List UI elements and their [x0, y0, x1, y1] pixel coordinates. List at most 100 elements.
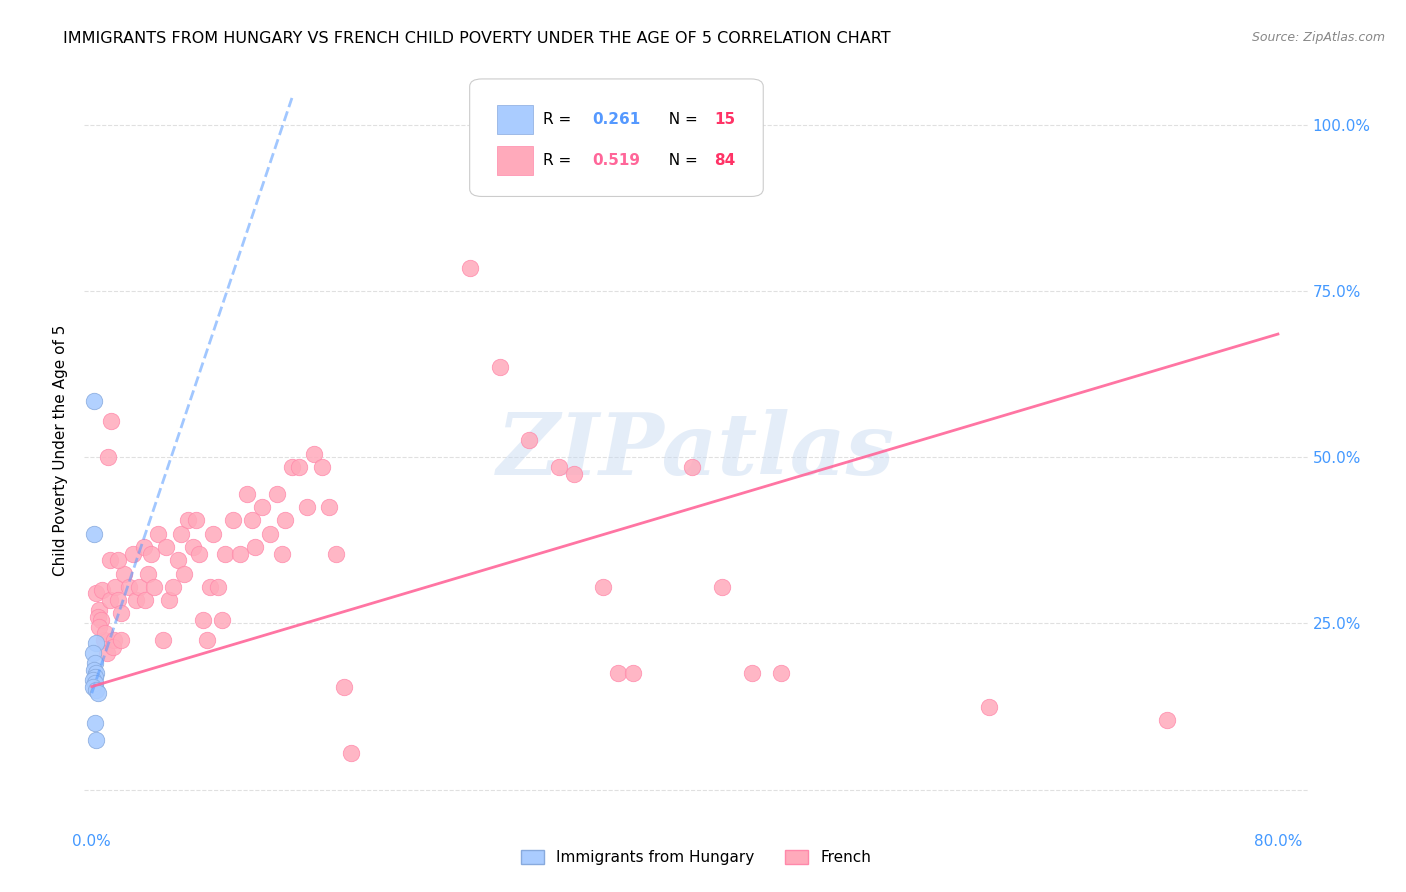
Point	[166, 553, 188, 567]
Point	[83, 393, 105, 408]
Point	[741, 666, 763, 681]
Point	[84, 586, 107, 600]
Point	[162, 580, 184, 594]
Point	[103, 633, 125, 648]
Point	[122, 547, 145, 561]
Point	[295, 500, 318, 514]
Point	[681, 460, 703, 475]
Text: R =: R =	[543, 112, 576, 127]
Point	[517, 434, 540, 448]
Legend: Immigrants from Hungary, French: Immigrants from Hungary, French	[515, 844, 877, 871]
Point	[83, 663, 105, 677]
Point	[977, 699, 1000, 714]
Point	[202, 526, 225, 541]
Point	[82, 680, 104, 694]
Point	[607, 666, 630, 681]
Point	[155, 540, 177, 554]
Point	[200, 580, 222, 594]
Bar	[496, 146, 533, 175]
Point	[302, 447, 325, 461]
Point	[83, 526, 105, 541]
Point	[229, 547, 252, 561]
Point	[592, 580, 614, 594]
Point	[83, 716, 105, 731]
Point	[148, 526, 170, 541]
Point	[83, 676, 105, 690]
Point	[259, 526, 281, 541]
Point	[128, 580, 150, 594]
Point	[173, 566, 195, 581]
Text: Source: ZipAtlas.com: Source: ZipAtlas.com	[1251, 31, 1385, 45]
Point	[132, 540, 155, 554]
Point	[266, 486, 288, 500]
Point	[91, 583, 114, 598]
Point	[547, 460, 569, 475]
Point	[118, 580, 141, 594]
Point	[125, 593, 148, 607]
Text: N =: N =	[659, 153, 703, 168]
Point	[101, 640, 124, 654]
Point	[143, 580, 166, 594]
Point	[181, 540, 204, 554]
Text: N =: N =	[659, 112, 703, 127]
Point	[84, 682, 107, 697]
Point	[221, 513, 243, 527]
Point	[86, 686, 108, 700]
Point	[107, 593, 129, 607]
Point	[191, 613, 214, 627]
Point	[318, 500, 340, 514]
Point	[562, 467, 585, 481]
Point	[98, 553, 121, 567]
Point	[84, 636, 107, 650]
Point	[89, 620, 111, 634]
Point	[110, 633, 132, 648]
Point	[139, 547, 162, 561]
Text: 84: 84	[714, 153, 735, 168]
FancyBboxPatch shape	[470, 79, 763, 196]
Point	[112, 566, 135, 581]
Point	[97, 450, 120, 464]
Point	[281, 460, 304, 475]
Point	[288, 460, 311, 475]
Point	[89, 603, 111, 617]
Point	[211, 613, 233, 627]
Text: ZIPatlas: ZIPatlas	[496, 409, 896, 492]
Point	[83, 670, 105, 684]
Point	[90, 613, 112, 627]
Point	[311, 460, 333, 475]
Point	[325, 547, 347, 561]
Point	[1156, 713, 1178, 727]
Point	[197, 633, 219, 648]
Point	[98, 593, 121, 607]
Point	[107, 553, 129, 567]
Point	[82, 673, 104, 687]
Point	[710, 580, 733, 594]
Point	[157, 593, 180, 607]
Point	[340, 746, 363, 760]
Text: 0.519: 0.519	[592, 153, 640, 168]
Point	[184, 513, 207, 527]
Point	[134, 593, 156, 607]
Text: R =: R =	[543, 153, 576, 168]
Point	[187, 547, 209, 561]
Point	[93, 633, 115, 648]
Point	[177, 513, 200, 527]
Text: 0.261: 0.261	[592, 112, 640, 127]
Point	[152, 633, 174, 648]
Point	[104, 580, 127, 594]
Point	[488, 360, 510, 375]
Point	[84, 732, 107, 747]
Point	[621, 666, 644, 681]
Point	[273, 513, 295, 527]
Point	[86, 609, 108, 624]
Point	[110, 607, 132, 621]
Bar	[496, 105, 533, 135]
Point	[236, 486, 259, 500]
Point	[83, 657, 105, 671]
Point	[240, 513, 263, 527]
Point	[136, 566, 159, 581]
Point	[270, 547, 292, 561]
Point	[770, 666, 793, 681]
Text: IMMIGRANTS FROM HUNGARY VS FRENCH CHILD POVERTY UNDER THE AGE OF 5 CORRELATION C: IMMIGRANTS FROM HUNGARY VS FRENCH CHILD …	[63, 31, 891, 46]
Point	[170, 526, 193, 541]
